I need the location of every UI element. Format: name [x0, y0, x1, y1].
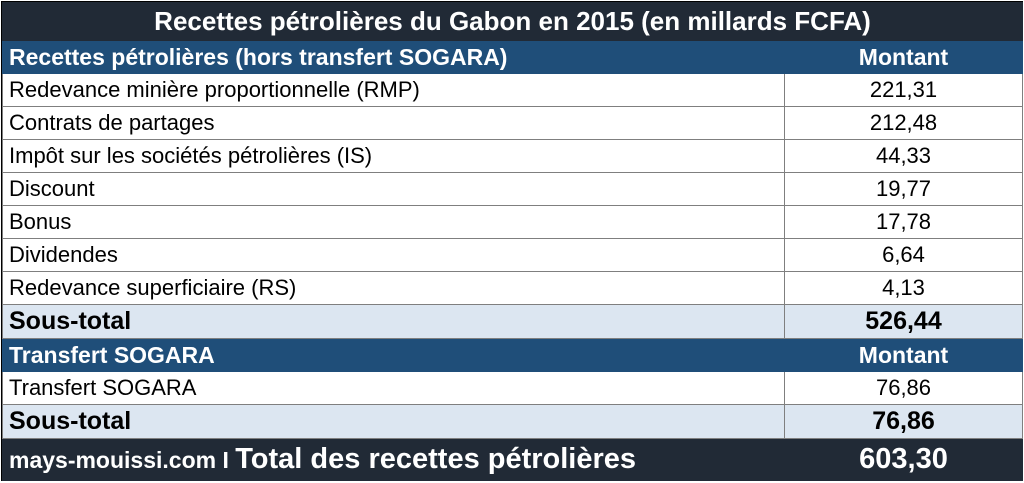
table-row: Impôt sur les sociétés pétrolières (IS) …	[2, 139, 1023, 173]
row-value: 76,86	[784, 371, 1023, 405]
row-value: 19,77	[784, 172, 1023, 206]
table-row: Redevance minière proportionnelle (RMP) …	[2, 73, 1023, 107]
row-label: Impôt sur les sociétés pétrolières (IS)	[2, 139, 785, 173]
section2-header: Transfert SOGARA	[2, 338, 785, 372]
row-label: Dividendes	[2, 238, 785, 272]
section1-amount-header: Montant	[784, 40, 1023, 74]
section2-amount-header: Montant	[784, 338, 1023, 372]
title-row: Recettes pétrolières du Gabon en 2015 (e…	[2, 2, 1023, 41]
row-value: 4,13	[784, 271, 1023, 305]
row-value: 6,64	[784, 238, 1023, 272]
table-row: Contrats de partages 212,48	[2, 106, 1023, 140]
row-label: Discount	[2, 172, 785, 206]
section1-header: Recettes pétrolières (hors transfert SOG…	[2, 40, 785, 74]
table-row: Transfert SOGARA 76,86	[2, 371, 1023, 405]
grand-total-value: 603,30	[784, 438, 1023, 481]
row-value: 212,48	[784, 106, 1023, 140]
subtotal-value: 76,86	[784, 404, 1023, 439]
table-title: Recettes pétrolières du Gabon en 2015 (e…	[2, 2, 1023, 41]
section1-subtotal-row: Sous-total 526,44	[2, 304, 1023, 339]
row-label: Redevance minière proportionnelle (RMP)	[2, 73, 785, 107]
row-label: Contrats de partages	[2, 106, 785, 140]
row-value: 17,78	[784, 205, 1023, 239]
section2-subtotal-row: Sous-total 76,86	[2, 404, 1023, 439]
row-label: Redevance superficiaire (RS)	[2, 271, 785, 305]
table-row: Discount 19,77	[2, 172, 1023, 206]
grand-total-label-cell: mays-mouissi.com I Total des recettes pé…	[2, 438, 785, 481]
table-row: Dividendes 6,64	[2, 238, 1023, 272]
subtotal-label: Sous-total	[2, 304, 785, 339]
site-credit: mays-mouissi.com I	[9, 447, 236, 473]
table-row: Bonus 17,78	[2, 205, 1023, 239]
section2-header-row: Transfert SOGARA Montant	[2, 338, 1023, 372]
table-row: Redevance superficiaire (RS) 4,13	[2, 271, 1023, 305]
subtotal-label: Sous-total	[2, 404, 785, 439]
row-value: 221,31	[784, 73, 1023, 107]
section1-header-row: Recettes pétrolières (hors transfert SOG…	[2, 40, 1023, 74]
grand-total-label: Total des recettes pétrolières	[235, 443, 637, 475]
row-value: 44,33	[784, 139, 1023, 173]
row-label: Transfert SOGARA	[2, 371, 785, 405]
row-label: Bonus	[2, 205, 785, 239]
grand-total-row: mays-mouissi.com I Total des recettes pé…	[2, 438, 1023, 481]
subtotal-value: 526,44	[784, 304, 1023, 339]
